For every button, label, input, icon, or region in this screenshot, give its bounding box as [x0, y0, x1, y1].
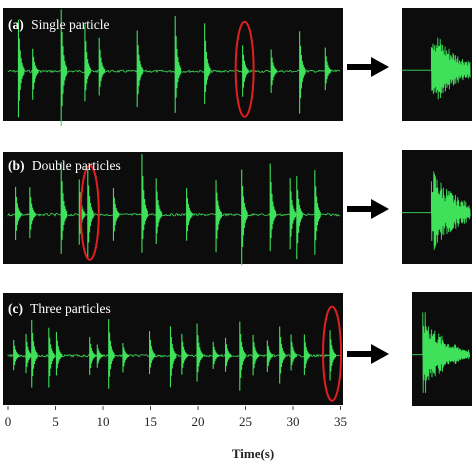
- time-axis: 0 5 10 15 20 25 30 35: [5, 406, 347, 429]
- impact-burst: [25, 334, 32, 374]
- panel-a-highlight-ellipse: [234, 20, 255, 118]
- impact-burst: [269, 163, 277, 252]
- x-tick-label: 20: [192, 414, 205, 429]
- x-tick-label: 15: [144, 414, 157, 429]
- impact-burst: [122, 343, 129, 373]
- impact-burst: [89, 337, 96, 375]
- impact-burst: [32, 48, 39, 100]
- impact-burst: [17, 19, 25, 118]
- impact-burst: [299, 31, 306, 114]
- arrow-c: [347, 344, 389, 364]
- panel-b-highlight-ellipse: [79, 164, 100, 261]
- impact-burst: [149, 331, 156, 375]
- panel-a-background: [3, 8, 343, 121]
- svg-text:(a) Single particle: (a) Single particle: [8, 17, 109, 32]
- impact-burst: [60, 9, 68, 127]
- zoom-c: [412, 292, 472, 406]
- panel-b: (b) Double particles: [3, 152, 343, 266]
- zoomed-waveform: [402, 171, 471, 250]
- zoom-a: [402, 8, 472, 121]
- impact-burst: [314, 170, 321, 255]
- impact-burst: [242, 45, 249, 97]
- impact-burst: [112, 187, 120, 241]
- impact-burst: [141, 154, 148, 253]
- panel-a: (a) Single particle: [3, 8, 343, 127]
- panel-a-trace: [7, 9, 341, 127]
- impact-burst: [98, 37, 106, 96]
- impact-burst: [270, 49, 278, 93]
- impact-burst: [48, 327, 55, 388]
- zoomed-waveform: [402, 37, 471, 100]
- zoom-b-trace: [402, 171, 471, 250]
- svg-text:(c) Three particles: (c) Three particles: [8, 301, 111, 316]
- zoom-b: [402, 150, 472, 264]
- x-axis-label: Time(s): [232, 446, 274, 461]
- panel-c-highlight-ellipse: [322, 305, 343, 402]
- zoom-c-trace: [412, 312, 471, 393]
- panel-c-trace: [7, 319, 341, 391]
- x-tick-label: 30: [287, 414, 300, 429]
- impact-burst: [212, 341, 220, 370]
- impact-burst: [15, 186, 22, 240]
- x-tick-label: 10: [97, 414, 110, 429]
- zoom-a-trace: [402, 37, 471, 100]
- impact-burst: [329, 330, 336, 381]
- panel-a-label: (a): [8, 17, 24, 32]
- impact-burst: [108, 319, 115, 389]
- impact-burst: [241, 169, 248, 266]
- panel-c-label: (c): [8, 301, 23, 316]
- x-tick-label: 35: [334, 414, 347, 429]
- panel-c: (c) Three particles: [3, 293, 343, 405]
- impact-burst: [239, 321, 246, 391]
- panel-a-title: Single particle: [31, 17, 109, 32]
- panel-b-background: [3, 152, 343, 264]
- panel-b-label: (b): [8, 158, 25, 173]
- impact-burst: [60, 161, 68, 254]
- arrow-b: [347, 199, 389, 219]
- impact-burst: [13, 340, 20, 371]
- impact-burst: [29, 187, 36, 239]
- impact-burst: [55, 331, 63, 376]
- impact-burst: [136, 30, 144, 108]
- x-tick-label: 25: [239, 414, 252, 429]
- impact-burst: [296, 176, 303, 260]
- impact-burst: [31, 320, 38, 388]
- impact-burst: [266, 340, 274, 372]
- impact-burst: [225, 337, 232, 372]
- svg-text:(b) Double particles: (b) Double particles: [8, 158, 121, 173]
- impact-burst: [303, 334, 311, 376]
- impact-burst: [181, 333, 188, 375]
- impact-burst: [215, 180, 222, 253]
- impact-burst: [279, 326, 286, 384]
- impact-burst: [252, 334, 260, 376]
- panel-b-title: Double particles: [32, 158, 121, 173]
- x-tick-label: 0: [5, 414, 12, 429]
- impact-burst: [204, 23, 211, 104]
- impact-burst: [290, 334, 298, 371]
- arrow-a: [347, 57, 389, 77]
- impact-burst: [169, 326, 177, 388]
- impact-burst: [196, 323, 203, 382]
- impact-burst: [155, 178, 163, 244]
- impact-burst: [96, 344, 104, 368]
- x-tick-label: 5: [52, 414, 59, 429]
- impact-burst: [186, 188, 193, 241]
- panel-c-title: Three particles: [30, 301, 111, 316]
- impact-burst: [174, 16, 182, 113]
- impact-burst: [87, 169, 94, 259]
- impact-burst: [289, 178, 297, 250]
- zoomed-waveform: [412, 312, 471, 393]
- impact-burst: [84, 24, 91, 102]
- impact-burst: [324, 47, 332, 91]
- panel-b-trace: [7, 154, 341, 266]
